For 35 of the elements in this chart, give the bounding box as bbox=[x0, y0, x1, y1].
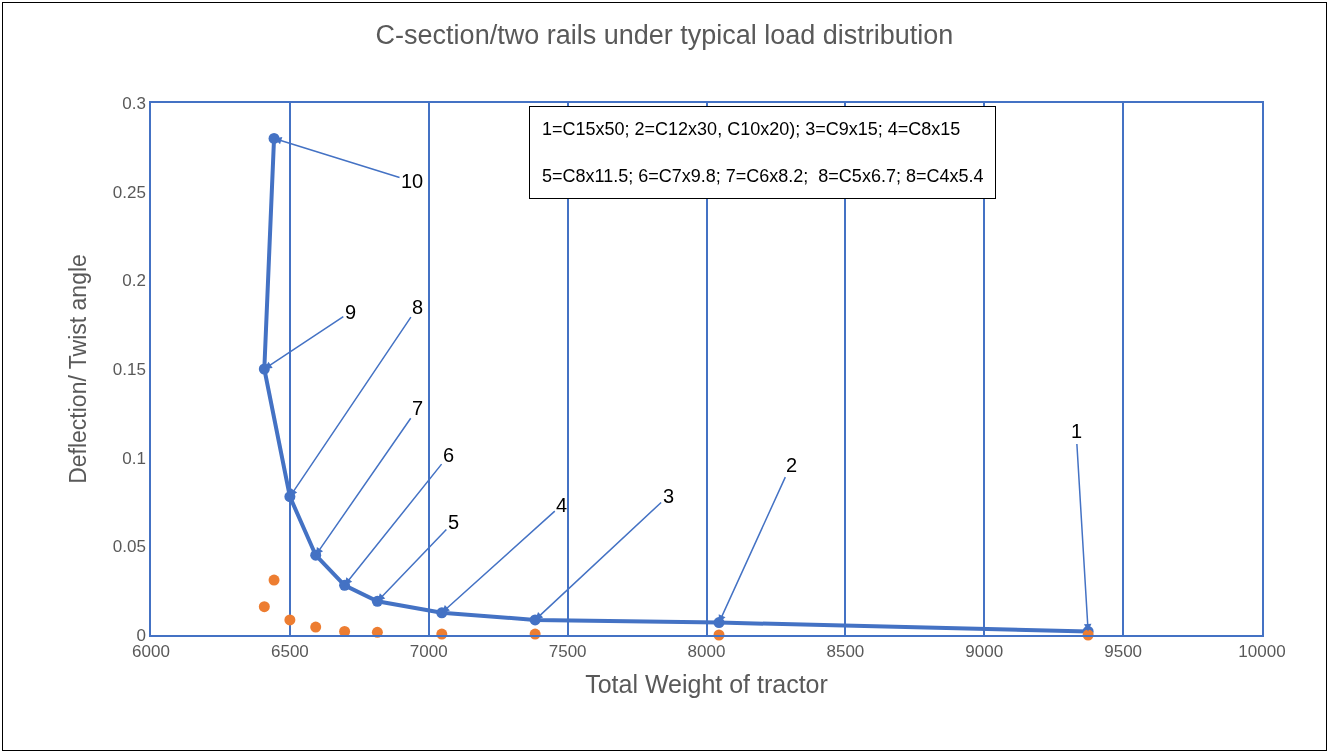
annotation: 3 bbox=[663, 485, 675, 507]
point bbox=[258, 601, 270, 613]
annotation: 4 bbox=[556, 494, 568, 516]
annotation: 2 bbox=[786, 454, 798, 476]
annotation: 5=C8x11.5; 6=C7x9.8; 7=C6x8.2; 8=C5x6.7; 8=C4x5.4 bbox=[542, 165, 984, 186]
y-tick-label: 0.2 bbox=[122, 271, 146, 291]
x-tick-label: 6000 bbox=[132, 642, 170, 662]
y-tick-label: 0.25 bbox=[112, 182, 146, 202]
annotation: 1=C15x50; 2=C12x30, C10x20); 3=C9x15; 4=C8x15 bbox=[542, 119, 961, 139]
annotation: 1 bbox=[1071, 420, 1083, 442]
y-tick-label: 0.05 bbox=[112, 537, 146, 557]
x-tick-label: 10000 bbox=[1238, 642, 1286, 662]
y-tick-label: 0.15 bbox=[112, 359, 146, 379]
x-tick-label: 7500 bbox=[548, 642, 587, 662]
annotation: 9 bbox=[345, 301, 357, 323]
annotation: 7 bbox=[412, 397, 424, 419]
point bbox=[310, 621, 322, 633]
x-tick-label: 8500 bbox=[826, 642, 865, 662]
point bbox=[268, 574, 280, 586]
annotation: 6 bbox=[443, 444, 455, 466]
x-axis-title: Total Weight of tractor bbox=[585, 669, 828, 698]
y-tick-label: 0.3 bbox=[122, 93, 146, 113]
x-tick-label: 8000 bbox=[687, 642, 726, 662]
annotation: 8 bbox=[412, 296, 424, 318]
annotation: 10 bbox=[401, 170, 424, 192]
point bbox=[284, 614, 296, 626]
x-tick-label: 6500 bbox=[270, 642, 309, 662]
x-tick-label: 7000 bbox=[409, 642, 448, 662]
annotation: 5 bbox=[448, 511, 460, 533]
y-axis-title: Deflection/ Twist angle bbox=[64, 254, 91, 484]
x-tick-label: 9500 bbox=[1104, 642, 1143, 662]
chart-title: C-section/two rails under typical load distribution bbox=[375, 20, 954, 51]
y-tick-label: 0 bbox=[136, 625, 146, 645]
y-tick-label: 0.1 bbox=[122, 448, 146, 468]
x-tick-label: 9000 bbox=[965, 642, 1004, 662]
